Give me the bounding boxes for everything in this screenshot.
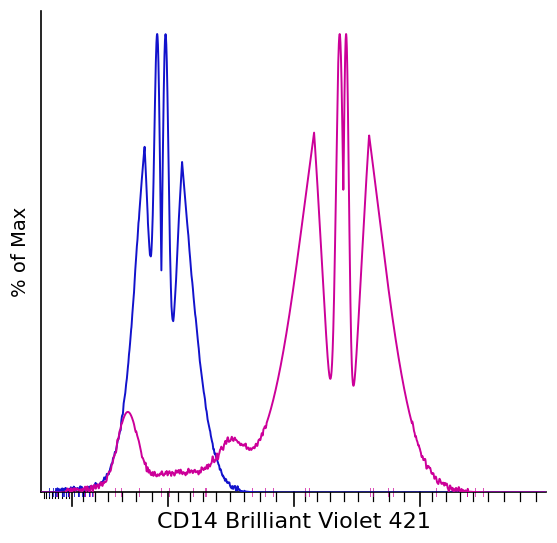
X-axis label: CD14 Brilliant Violet 421: CD14 Brilliant Violet 421: [157, 512, 431, 532]
Y-axis label: % of Max: % of Max: [11, 207, 30, 297]
